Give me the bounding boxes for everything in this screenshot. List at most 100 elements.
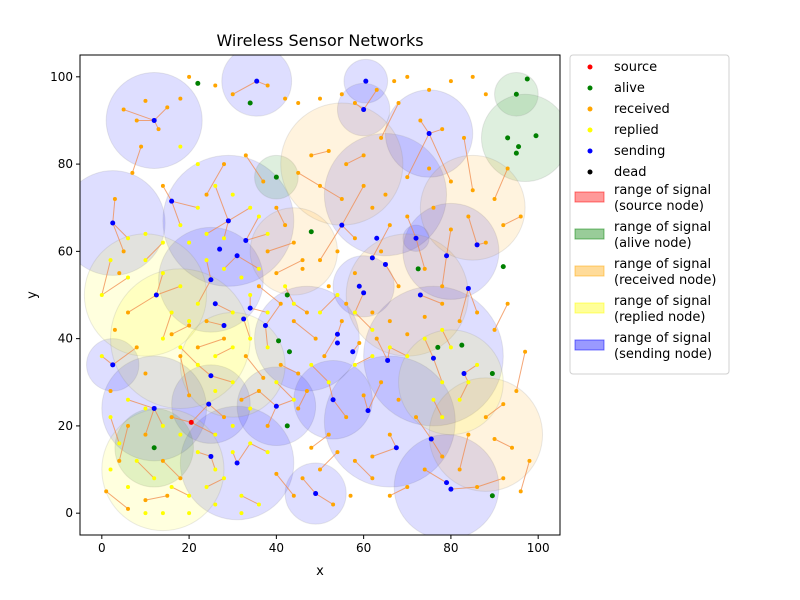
link-136 — [180, 347, 199, 366]
node-received-23 — [418, 118, 423, 123]
link-26 — [236, 255, 260, 270]
node-replied-76 — [457, 397, 462, 402]
node-received-130 — [296, 406, 301, 411]
node-replied-15 — [204, 231, 209, 236]
node-received-8 — [230, 92, 235, 97]
signal-range-sending-9 — [402, 202, 500, 300]
link-57 — [376, 338, 389, 361]
link-49 — [250, 307, 268, 313]
link-60 — [432, 358, 443, 383]
node-replied-12 — [265, 231, 270, 236]
link-75 — [367, 382, 382, 411]
node-received-143 — [283, 223, 288, 228]
link-33 — [385, 264, 399, 287]
legend-label-2: received — [614, 102, 670, 117]
node-replied-68 — [387, 345, 392, 350]
node-replied-25 — [195, 301, 200, 306]
node-replied-37 — [265, 310, 270, 315]
node-received-108 — [126, 423, 130, 428]
x-tick-label-3: 60 — [356, 541, 371, 555]
node-replied-0 — [178, 144, 183, 149]
link-141 — [206, 477, 225, 488]
node-replied-27 — [169, 310, 174, 315]
node-received-140 — [243, 153, 248, 158]
node-received-114 — [178, 476, 183, 481]
node-received-79 — [422, 467, 427, 472]
node-received-76 — [475, 485, 480, 489]
link-111 — [275, 473, 295, 497]
node-received-90 — [361, 393, 366, 398]
link-152 — [319, 294, 338, 313]
node-replied-11 — [256, 266, 261, 271]
node-sending-1 — [363, 78, 369, 84]
node-sending-25 — [221, 323, 227, 329]
node-replied-75 — [440, 415, 445, 420]
link-69 — [276, 399, 294, 407]
node-replied-30 — [195, 362, 200, 367]
node-received-75 — [501, 476, 506, 481]
node-sending-47 — [417, 292, 423, 298]
node-replied-58 — [265, 450, 270, 455]
node-received-11 — [296, 101, 301, 105]
signal-range-alive-23 — [480, 93, 560, 183]
node-replied-62 — [274, 380, 279, 385]
node-sending-4 — [426, 131, 432, 137]
node-received-133 — [222, 415, 226, 420]
node-received-125 — [243, 354, 248, 359]
node-replied-43 — [195, 450, 200, 455]
node-replied-77 — [466, 380, 471, 385]
link-46 — [197, 279, 212, 304]
node-sending-21 — [208, 277, 214, 283]
node-received-59 — [405, 332, 410, 337]
link-102 — [485, 403, 504, 418]
link-131 — [293, 303, 308, 313]
link-151 — [354, 312, 373, 331]
link-36 — [446, 229, 452, 256]
link-45 — [206, 259, 212, 280]
link-30 — [319, 224, 343, 261]
y-axis-label: y — [25, 291, 40, 299]
link-20 — [171, 201, 181, 226]
node-received-29 — [326, 149, 331, 153]
node-received-51 — [352, 236, 357, 241]
node-replied-49 — [117, 441, 122, 446]
node-received-80 — [405, 485, 410, 489]
node-received-116 — [143, 432, 148, 437]
link-99 — [503, 216, 521, 226]
node-received-46 — [448, 227, 453, 232]
node-replied-70 — [422, 336, 427, 341]
node-replied-89 — [160, 511, 165, 516]
node-alive-11 — [489, 371, 495, 377]
signal-range-replied-36 — [398, 329, 504, 436]
legend-marker-0 — [587, 64, 593, 70]
node-received-77 — [457, 467, 462, 472]
node-received-84 — [335, 450, 340, 455]
link-108 — [354, 460, 373, 479]
node-source-0 — [188, 419, 194, 425]
node-replied-56 — [239, 493, 244, 498]
link-137 — [215, 346, 233, 357]
signal-range-received-30 — [249, 207, 338, 296]
link-23 — [223, 220, 229, 239]
link-112 — [118, 425, 129, 461]
link-3 — [123, 109, 155, 121]
node-replied-42 — [213, 432, 218, 437]
node-alive-15 — [524, 76, 530, 82]
link-39 — [467, 216, 478, 245]
node-received-44 — [483, 240, 488, 245]
node-received-67 — [514, 389, 519, 393]
link-55 — [323, 334, 338, 357]
node-received-131 — [256, 389, 261, 393]
link-125 — [245, 155, 264, 182]
node-replied-63 — [291, 397, 296, 402]
node-sending-27 — [334, 331, 340, 337]
node-replied-74 — [431, 397, 436, 402]
link-124 — [206, 163, 225, 195]
node-received-54 — [300, 266, 305, 271]
signal-range-received-31 — [419, 154, 526, 261]
link-115 — [162, 460, 181, 479]
node-received-61 — [440, 301, 445, 306]
node-replied-52 — [169, 485, 174, 489]
